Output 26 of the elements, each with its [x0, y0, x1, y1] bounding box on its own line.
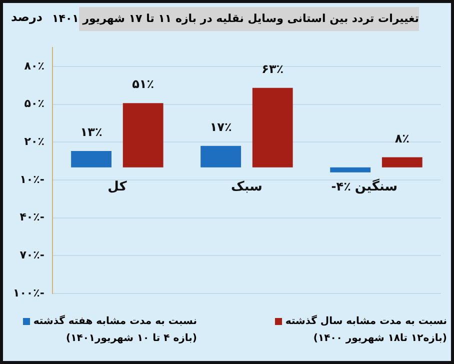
bar [71, 150, 112, 168]
x-tick-label: کل [108, 180, 128, 195]
data-label: ۸٪ [394, 131, 410, 146]
bar [382, 157, 422, 168]
data-label: ۱۷٪ [210, 120, 232, 134]
data-label: ۶۳٪ [262, 62, 284, 76]
y-tick-label: ۴۰٪- [20, 210, 44, 224]
y-tick-label: ۵۰٪ [24, 97, 44, 110]
chart-title: تغییرات تردد بین استانی وسایل نقلیه در بازه ۱۱ تا ۱۷ شهریور ۱۴۰۱ [52, 11, 419, 27]
y-axis-title: درصد [11, 10, 43, 24]
y-tick-label: ۸۰٪ [24, 59, 44, 72]
y-tick-label: ۷۰٪- [20, 248, 44, 262]
y-tick-label: ۱۰٪- [20, 172, 44, 186]
bar [330, 167, 371, 172]
legend-label: نسبت به مدت مشابه هفته گذشته (بازه ۴ تا ۱۰ شهریور۱۴۰۱) [32, 314, 197, 346]
data-label: ۱۳٪ [80, 125, 102, 140]
data-label: ۵۱٪ [132, 77, 154, 92]
bar [122, 103, 164, 168]
legend-label: نسبت به مدت مشابه سال گذشته (بازه۱۲ تا۱۸ شهریور ۱۴۰۰) [284, 314, 447, 346]
bar [252, 88, 293, 168]
x-tick-label: سبک [231, 180, 262, 195]
x-tick-label: سنگین [354, 178, 398, 195]
data-label: -۴٪ [331, 179, 351, 194]
bar [200, 146, 242, 168]
y-tick-label: ۱۰۰٪- [13, 286, 44, 300]
y-tick-label: ۲۰٪ [24, 135, 44, 148]
